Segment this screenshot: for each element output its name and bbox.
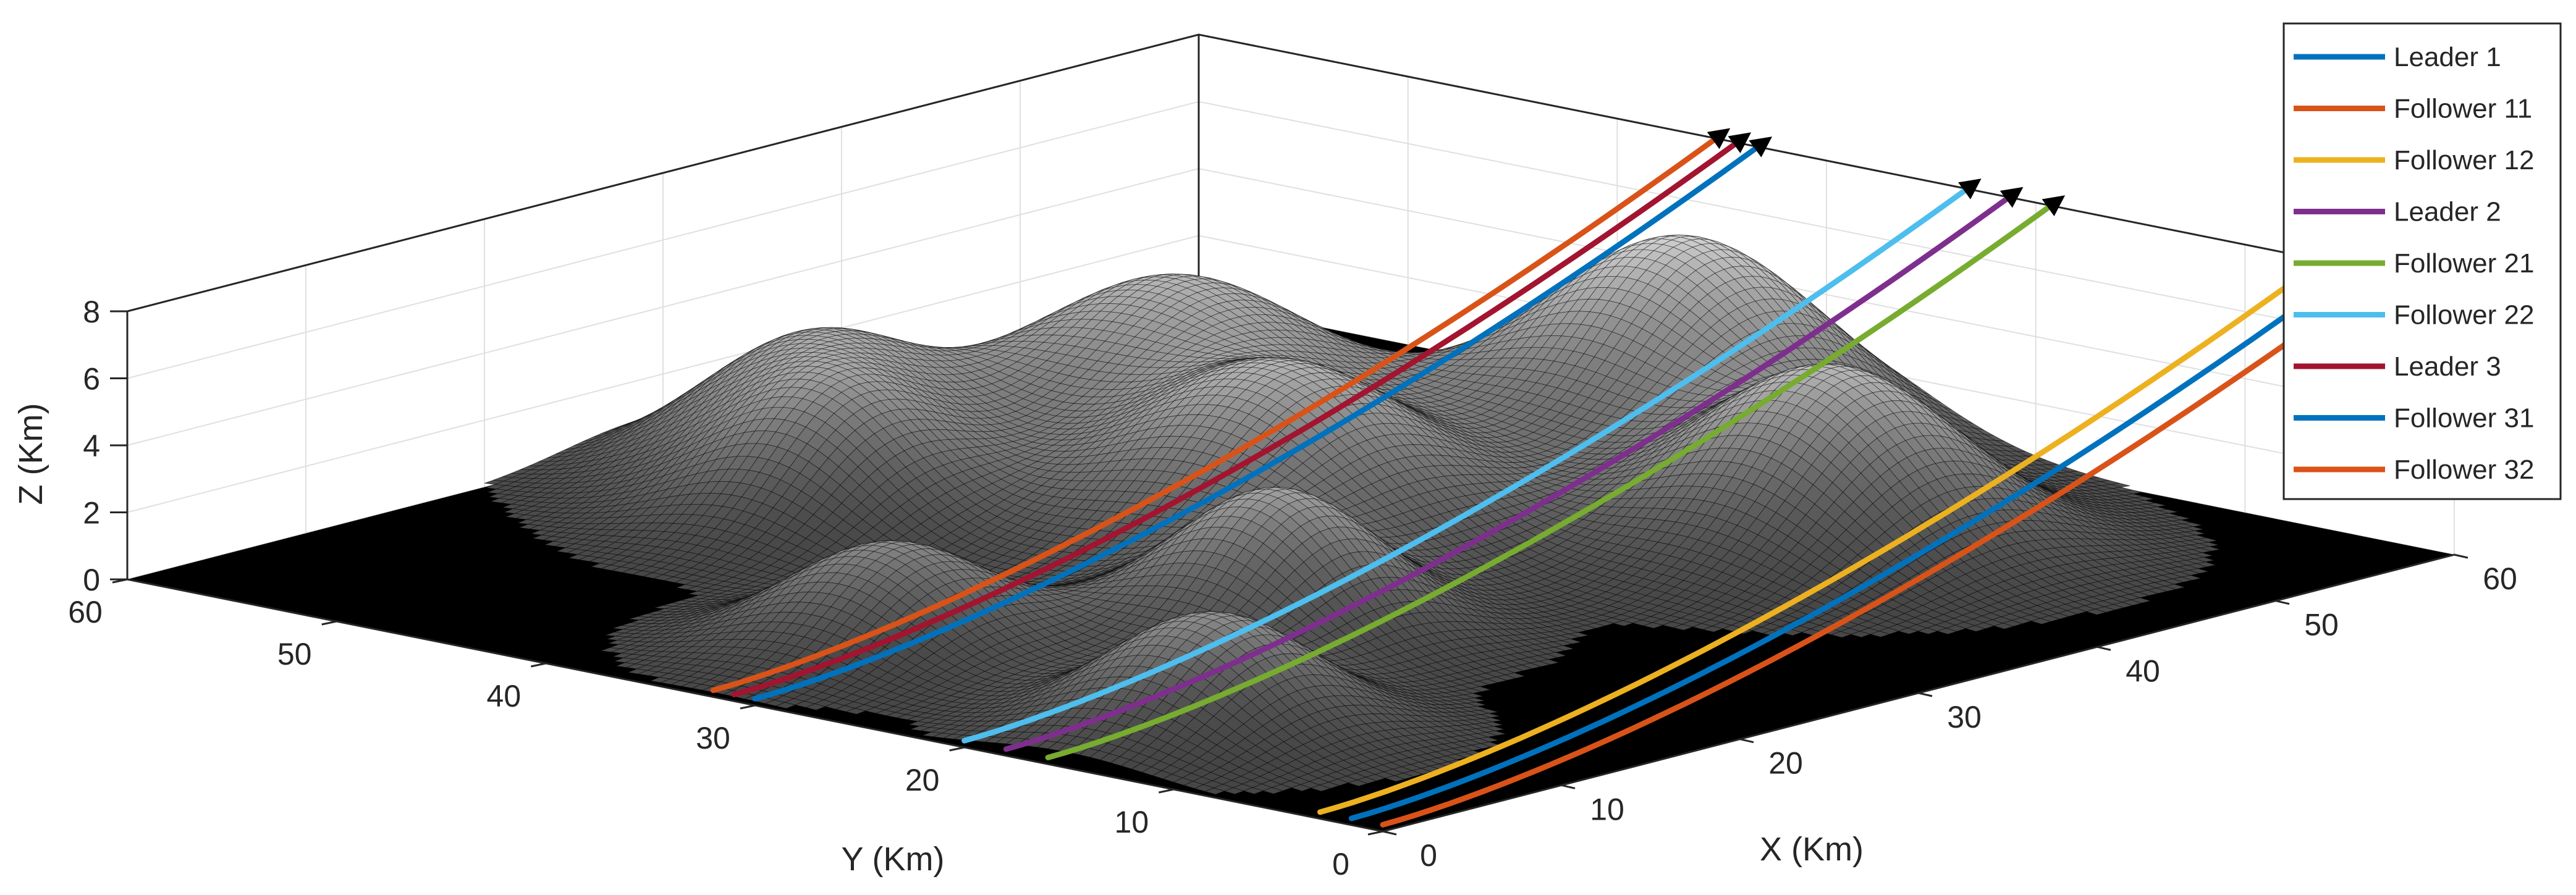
terrain-surface (127, 234, 2454, 831)
